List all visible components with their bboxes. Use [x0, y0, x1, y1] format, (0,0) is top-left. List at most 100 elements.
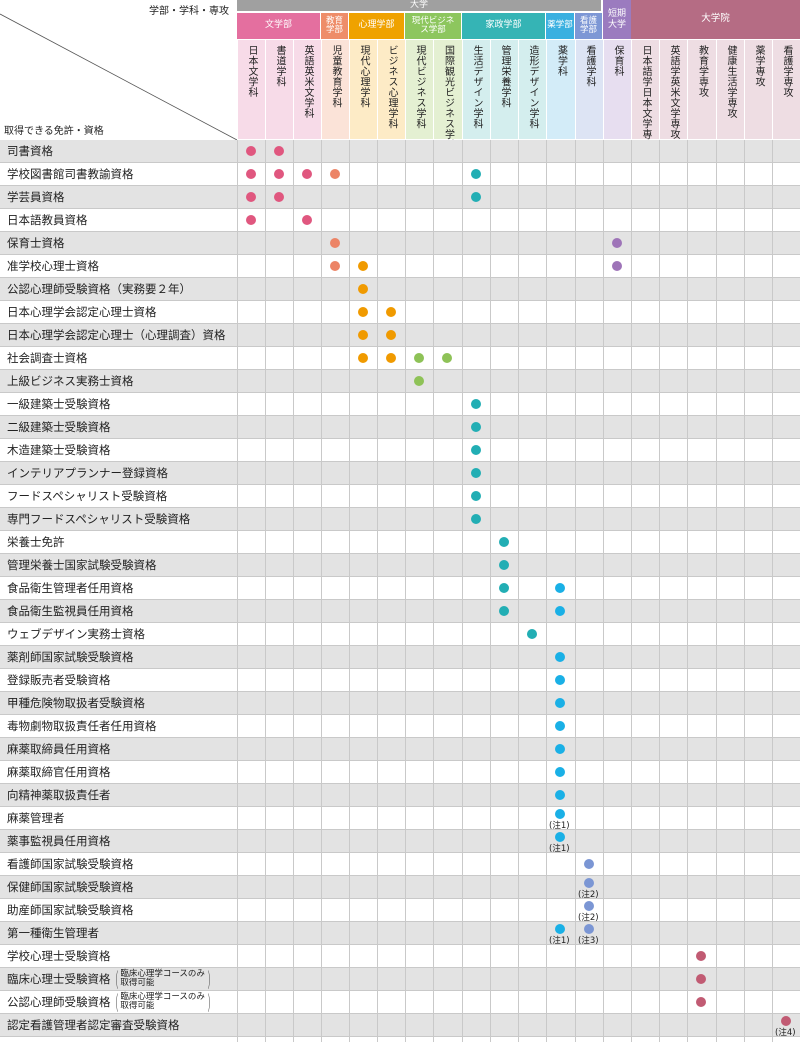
available-mark [274, 169, 284, 179]
available-mark [358, 261, 368, 271]
column-label: 看護学科 [584, 45, 595, 87]
column-divider [490, 140, 491, 1042]
available-mark [330, 261, 340, 271]
qualification-label: 薬事監視員任用資格 [7, 830, 111, 852]
column-divider [349, 140, 350, 1042]
qualification-label: 食品衛生監視員任用資格 [7, 600, 134, 622]
available-mark [358, 330, 368, 340]
qualification-label: ウェブデザイン実務士資格 [7, 623, 145, 645]
column-header-9: 管理栄養学科 [490, 40, 518, 139]
available-mark [471, 422, 481, 432]
table-row: 公認心理師受験資格（実務要２年） [0, 278, 800, 301]
qualification-name: 一級建築士受験資格 [7, 397, 111, 411]
column-divider [518, 140, 519, 1042]
column-label: 保育科 [612, 45, 623, 77]
qualification-label: 助産師国家試験受験資格 [7, 899, 134, 921]
table-row: 日本語教員資格 [0, 209, 800, 232]
available-mark [612, 261, 622, 271]
qualification-name: 学芸員資格 [7, 190, 65, 204]
available-mark [386, 353, 396, 363]
qualification-name: 日本心理学会認定心理士（心理調査）資格 [7, 328, 226, 342]
table-row: 二級建築士受験資格 [0, 416, 800, 439]
qualification-label: インテリアプランナー登録資格 [7, 462, 168, 484]
table-row: 社会調査士資格 [0, 347, 800, 370]
column-divider [321, 140, 322, 1042]
qualification-name: 登録販売者受験資格 [7, 673, 111, 687]
available-mark [246, 215, 256, 225]
qualification-name: 木造建築士受験資格 [7, 443, 111, 457]
table-row: 日本心理学会認定心理士資格 [0, 301, 800, 324]
available-mark [330, 169, 340, 179]
table-row: 学校心理士受験資格 [0, 945, 800, 968]
column-header-4: 現代心理学科 [349, 40, 377, 139]
column-divider [659, 140, 660, 1042]
column-label: 書道学科 [274, 45, 285, 87]
qualification-name: 社会調査士資格 [7, 351, 88, 365]
available-mark [358, 284, 368, 294]
qualification-label: 臨床心理士受験資格(臨床心理学コースのみ 取得可能) [7, 968, 213, 990]
qualification-label: 公認心理師受験資格(臨床心理学コースのみ 取得可能) [7, 991, 213, 1013]
column-divider [546, 140, 547, 1042]
column-header-11: 薬学科 [546, 40, 575, 139]
column-label: 生活デザイン学科 [471, 45, 482, 129]
available-mark [471, 169, 481, 179]
column-header-6: 現代ビジネス学科 [405, 40, 433, 139]
qualification-name: 保健師国家試験受験資格 [7, 880, 134, 894]
table-row: 専門フードスペシャリスト受験資格 [0, 508, 800, 531]
qualification-name: 甲種危険物取扱者受験資格 [7, 696, 145, 710]
table-row: 毒物劇物取扱責任者任用資格 [0, 715, 800, 738]
column-label: 薬学科 [555, 45, 567, 77]
available-mark [555, 790, 565, 800]
available-mark [246, 169, 256, 179]
qualification-name: 毒物劇物取扱責任者任用資格 [7, 719, 157, 733]
footnote-mark: (注3) [578, 936, 599, 946]
available-mark [330, 238, 340, 248]
qualification-label: 准学校心理士資格 [7, 255, 99, 277]
column-label: 日本文学科 [246, 45, 257, 98]
qualification-label: 登録販売者受験資格 [7, 669, 111, 691]
column-label: 英語英米文学科 [302, 45, 313, 119]
available-mark [302, 215, 312, 225]
column-label: 現代心理学科 [358, 45, 369, 108]
table-row: 公認心理師受験資格(臨床心理学コースのみ 取得可能) [0, 991, 800, 1014]
qualification-name: 栄養士免許 [7, 535, 65, 549]
available-mark [696, 997, 706, 1007]
footnote-mark: (注2) [578, 913, 599, 923]
column-header-3: 児童教育学科 [321, 40, 349, 139]
qualification-label: 薬剤師国家試験受験資格 [7, 646, 134, 668]
column-header-1: 書道学科 [265, 40, 293, 139]
qualification-label: 学校心理士受験資格 [7, 945, 111, 967]
qualification-label: 二級建築士受験資格 [7, 416, 111, 438]
available-mark [555, 652, 565, 662]
column-divider [603, 140, 604, 1042]
available-mark [555, 606, 565, 616]
footnote-mark: (注1) [549, 936, 570, 946]
qualification-name: 専門フードスペシャリスト受験資格 [7, 512, 191, 526]
column-header-8: 生活デザイン学科 [462, 40, 490, 139]
column-label: 造形デザイン学科 [527, 45, 538, 129]
column-divider [716, 140, 717, 1042]
group-graduate: 大学院 [631, 0, 800, 39]
qualification-label: 麻薬管理者 [7, 807, 65, 829]
table-row: ウェブデザイン実務士資格 [0, 623, 800, 646]
column-header-19: 看護学専攻 [772, 40, 800, 139]
column-header-5: ビジネス心理学科 [377, 40, 405, 139]
qualification-name: 薬事監視員任用資格 [7, 834, 111, 848]
available-mark [584, 859, 594, 869]
qualification-name: 学校図書館司書教諭資格 [7, 167, 134, 181]
qualification-name: 公認心理師受験資格 [7, 995, 111, 1009]
column-label: 国際観光ビジネス学科 [442, 45, 454, 150]
available-mark [584, 878, 594, 888]
table-row: 食品衛生管理者任用資格 [0, 577, 800, 600]
available-mark [302, 169, 312, 179]
qualification-condition: (臨床心理学コースのみ 取得可能) [114, 967, 211, 991]
qualification-label: 学芸員資格 [7, 186, 65, 208]
faculty-nursing: 看護学部 [575, 13, 602, 39]
table-row: 甲種危険物取扱者受験資格 [0, 692, 800, 715]
table-row: 日本心理学会認定心理士（心理調査）資格 [0, 324, 800, 347]
table-row: 一級建築士受験資格 [0, 393, 800, 416]
column-divider [772, 140, 773, 1042]
available-mark [499, 537, 509, 547]
qualification-name: 認定看護管理者認定審査受験資格 [7, 1018, 180, 1032]
table-row: インテリアプランナー登録資格 [0, 462, 800, 485]
